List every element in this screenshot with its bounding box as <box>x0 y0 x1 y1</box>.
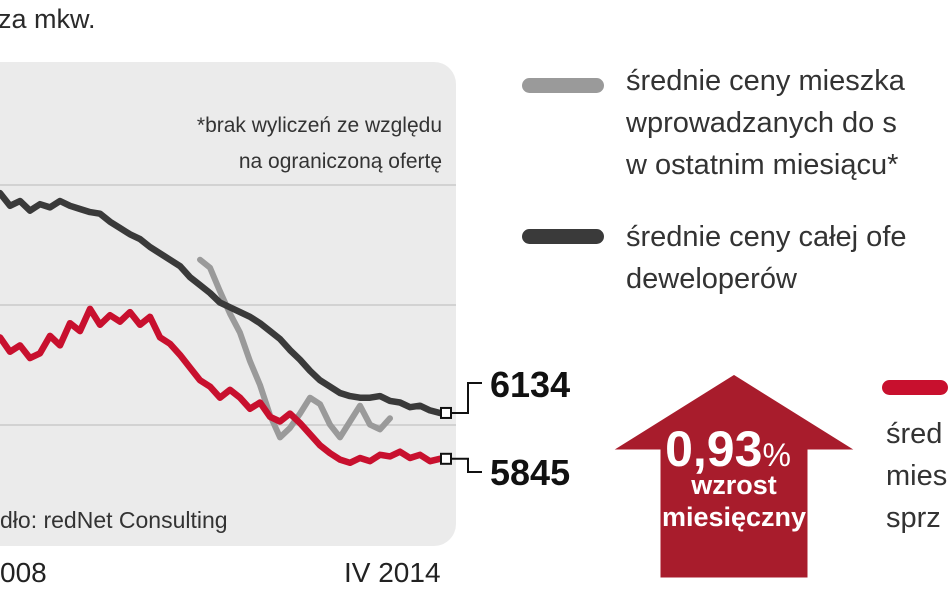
callout-number: 0,93 <box>665 421 762 477</box>
legend-dark-line-1: średnie ceny całej ofe <box>626 221 907 253</box>
callout-value: 0,93% <box>665 421 791 477</box>
up-arrow-icon <box>600 369 870 583</box>
callout-percent: % <box>762 437 790 473</box>
series-line-1 <box>197 256 393 441</box>
legend-red-line-1: śred <box>886 418 943 450</box>
chart-note-line-2: na ograniczoną ofertę <box>238 150 442 173</box>
callout-line-2: wzrost <box>690 470 777 500</box>
x-label-end: IV 2014 <box>344 557 441 588</box>
legend-grey-line-2: wprowadzanych do s <box>626 107 897 139</box>
chart-note-line-1: *brak wyliczeń ze względu <box>196 114 442 137</box>
series-line-0 <box>0 189 444 417</box>
legend-swatch-dark <box>522 229 604 244</box>
legend-swatch-grey <box>522 78 604 93</box>
end-point-marker-2 <box>440 452 452 465</box>
unit-label: za mkw. <box>0 4 96 34</box>
end-label-connector-2 <box>446 457 482 473</box>
growth-arrow-callout: 0,93% wzrost miesięczny <box>600 369 870 583</box>
legend-red-line-2: mies <box>886 460 948 492</box>
end-label-connector-0 <box>446 382 482 414</box>
end-value-red: 5845 <box>490 452 571 493</box>
x-label-start: 008 <box>0 557 47 588</box>
legend-item-red: śred mies sprz <box>886 413 947 539</box>
callout-line-3: miesięczny <box>662 502 806 532</box>
legend-red-line-3: sprz <box>886 502 941 534</box>
series-line-2 <box>0 305 444 467</box>
legend-swatch-red <box>882 380 948 395</box>
end-point-marker-0 <box>440 406 452 419</box>
legend-dark-line-2: deweloperów <box>626 263 797 295</box>
chart-source: dło: redNet Consulting <box>0 507 228 533</box>
legend-grey-line-1: średnie ceny mieszka <box>626 65 905 97</box>
end-value-dark: 6134 <box>490 364 571 405</box>
legend-grey-line-3: w ostatnim miesiącu* <box>626 149 899 181</box>
legend-item-dark: średnie ceny całej ofe deweloperów <box>626 216 907 300</box>
legend-item-grey: średnie ceny mieszka wprowadzanych do s … <box>626 60 905 186</box>
